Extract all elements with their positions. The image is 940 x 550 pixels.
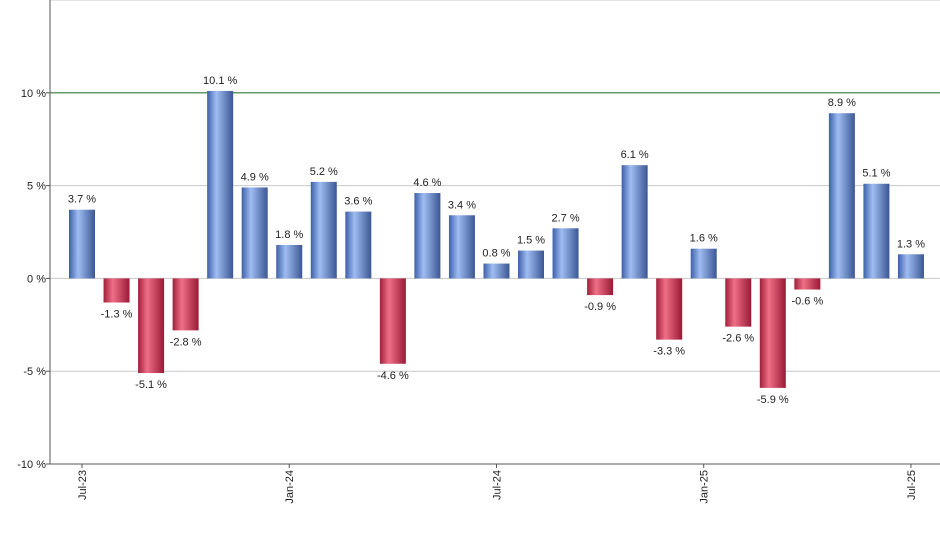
bar [759,278,786,388]
bar [345,211,372,279]
bar [310,181,337,279]
x-tick-label: Jul-23 [77,470,89,500]
bar [379,278,406,364]
bar [863,183,890,279]
data-labels: 3.7 % -1.3 % -5.1 % -2.8 % 10.1 % 4.9 % 1.8 % 5… [68,75,925,406]
bar [483,263,510,279]
bar [725,278,752,327]
bar [690,248,717,279]
bar [138,278,165,374]
gridlines [50,0,940,465]
y-tick-label: 10 % [21,88,46,100]
data-label: 3.4 % [448,199,476,211]
data-label: -5.1 % [135,379,167,391]
bar [828,113,855,279]
y-tick-label: 5 % [27,181,46,193]
data-label: -5.9 % [757,394,789,406]
data-label: 5.2 % [310,166,338,178]
data-label: 4.6 % [413,177,441,189]
bar [241,187,268,279]
bar [172,278,199,331]
data-label: 4.9 % [241,171,269,183]
bar [448,215,475,279]
x-tick-label: Jan-24 [284,470,296,504]
data-label: 1.6 % [690,233,718,245]
data-label: 0.8 % [482,248,510,260]
data-label: 1.8 % [275,229,303,241]
y-tick-label: -5 % [23,366,46,378]
y-tick-label: -10 % [17,459,46,471]
data-label: -2.6 % [722,333,754,345]
bar [103,278,130,303]
data-label: -0.9 % [584,301,616,313]
data-label: 1.5 % [517,235,545,247]
data-label: -3.3 % [653,346,685,358]
data-label: 10.1 % [203,75,237,87]
data-label: -4.6 % [377,370,409,382]
bar [621,165,648,279]
axes: -10 % -5 % 0 % 5 % 10 % Jul-23 Jan-24 Jul-24 Jan… [17,0,940,504]
data-label: -1.3 % [101,309,133,321]
bar [207,90,234,279]
data-label: 3.6 % [344,196,372,208]
data-label: 5.1 % [862,168,890,180]
bar [276,244,303,279]
bar [656,278,683,340]
bar [414,193,441,279]
x-tick-label: Jul-24 [491,470,503,500]
data-label: 6.1 % [621,149,649,161]
bar [69,209,95,279]
data-label: 1.3 % [897,238,925,250]
data-label: 3.7 % [68,194,96,206]
data-label: -0.6 % [791,296,823,308]
data-label: 2.7 % [551,212,579,224]
data-label: -2.8 % [170,336,202,348]
bars [69,90,924,388]
bar [794,278,821,290]
bar [897,254,924,279]
bar [587,278,614,296]
data-label: 8.9 % [828,97,856,109]
bar [518,250,545,279]
bar [552,228,579,279]
x-tick-label: Jan-25 [699,470,711,504]
y-tick-label: 0 % [27,273,46,285]
x-tick-label: Jul-25 [906,470,918,500]
